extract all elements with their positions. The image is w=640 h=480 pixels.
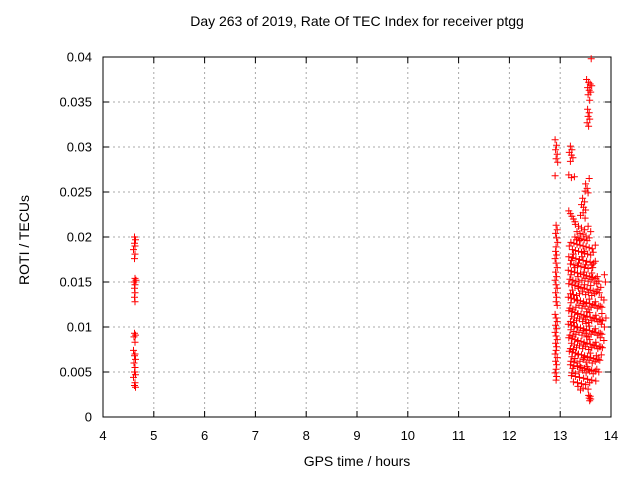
x-tick-label: 8 [303,428,310,443]
x-axis-label: GPS time / hours [303,453,411,469]
x-tick-label: 12 [502,428,516,443]
y-tick-label: 0.005 [59,365,92,380]
x-tick-label: 5 [150,428,157,443]
x-tick-label: 11 [452,428,466,443]
x-tick-label: 4 [99,428,106,443]
x-tick-label: 7 [252,428,259,443]
x-tick-label: 6 [201,428,208,443]
y-tick-label: 0 [85,410,92,425]
x-tick-label: 10 [401,428,415,443]
y-tick-label: 0.015 [59,275,92,290]
y-tick-label: 0.04 [67,50,92,65]
scatter-points [130,55,610,405]
y-tick-label: 0.025 [59,185,92,200]
x-tick-label: 9 [353,428,360,443]
tick-marks [102,56,612,418]
chart-title: Day 263 of 2019, Rate Of TEC Index for r… [190,13,524,29]
x-tick-label: 14 [604,428,618,443]
y-tick-label: 0.035 [59,95,92,110]
y-tick-label: 0.03 [67,140,92,155]
y-tick-label: 0.02 [67,230,92,245]
x-tick-label: 13 [553,428,567,443]
grid-lines [103,57,611,417]
y-tick-label: 0.01 [67,320,92,335]
